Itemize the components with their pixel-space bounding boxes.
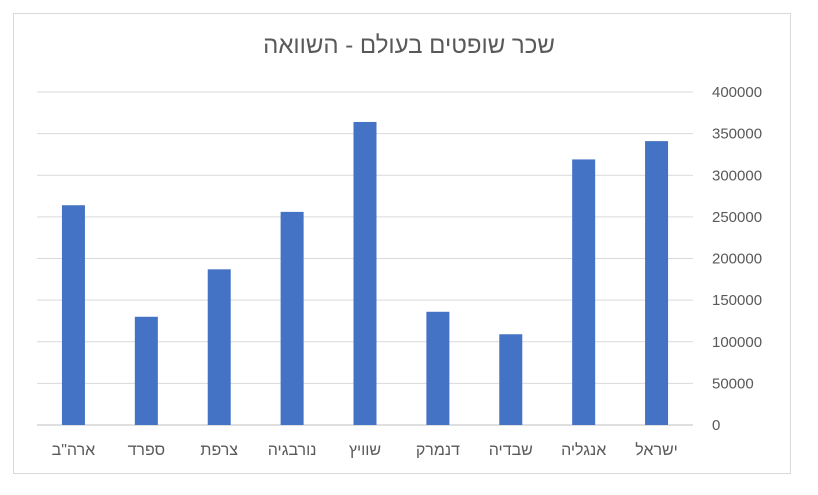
y-tick-label: 400000	[712, 84, 762, 101]
bar	[499, 334, 523, 425]
bar	[134, 316, 158, 425]
y-tick-label: 200000	[712, 251, 762, 268]
y-tick-label: 50000	[712, 375, 754, 392]
y-tick-label: 350000	[712, 126, 762, 143]
x-tick-label: צרפת	[200, 442, 238, 459]
y-tick-label: 150000	[712, 292, 762, 309]
x-tick-label: אנגליה	[561, 441, 606, 459]
y-tick-label: 100000	[712, 334, 762, 351]
bar	[426, 311, 450, 425]
y-tick-label: 0	[712, 417, 720, 434]
bar	[572, 159, 596, 425]
x-tick-label: שוויץ	[349, 442, 381, 459]
x-tick-label: דנמרק	[416, 442, 460, 459]
bar	[280, 211, 304, 425]
chart-title: שכר שופטים בעולם - השוואה	[263, 32, 555, 59]
x-tick-label: ישראל	[635, 441, 678, 459]
y-tick-label: 250000	[712, 209, 762, 226]
bar	[645, 141, 669, 425]
bar	[61, 205, 85, 425]
x-tick-label: נורבגיה	[268, 442, 317, 459]
bar	[207, 269, 231, 425]
x-tick-label: ארה"ב	[52, 442, 96, 459]
x-tick-label: ספרד	[128, 442, 166, 459]
y-tick-label: 300000	[712, 167, 762, 184]
x-tick-label: שבדיה	[489, 442, 533, 459]
bar	[353, 121, 377, 425]
